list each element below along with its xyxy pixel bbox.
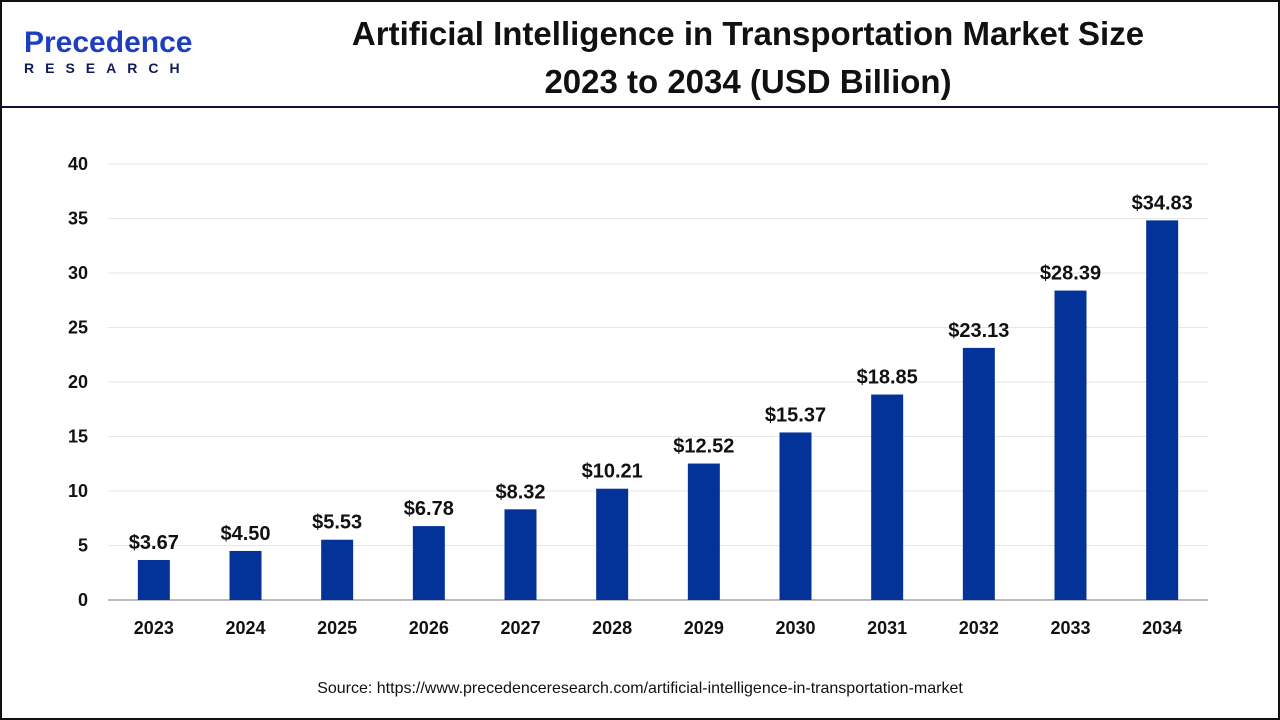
x-tick-label: 2030 — [775, 618, 815, 638]
y-tick-label: 35 — [68, 209, 88, 229]
data-label: $3.67 — [129, 532, 179, 554]
y-tick-label: 20 — [68, 372, 88, 392]
bar — [504, 509, 537, 600]
x-tick-label: 2034 — [1142, 618, 1182, 638]
y-tick-label: 0 — [78, 590, 88, 610]
logo: Precedence RESEARCH — [24, 26, 193, 77]
data-label: $18.85 — [857, 367, 918, 389]
data-label: $4.50 — [220, 523, 270, 545]
bar — [137, 559, 170, 600]
bar — [596, 488, 629, 600]
y-tick-label: 10 — [68, 481, 88, 501]
bar — [321, 539, 354, 600]
data-label: $15.37 — [765, 404, 826, 426]
bar — [687, 463, 720, 600]
title-line-2: 2023 to 2034 (USD Billion) — [544, 63, 952, 100]
data-label: $10.21 — [582, 461, 643, 483]
data-label: $6.78 — [404, 498, 454, 520]
y-tick-label: 5 — [78, 536, 88, 556]
bar — [871, 394, 904, 600]
bar — [779, 432, 812, 600]
x-tick-label: 2027 — [500, 618, 540, 638]
data-label: $23.13 — [948, 320, 1009, 342]
title-line-1: Artificial Intelligence in Transportatio… — [351, 15, 1145, 52]
x-tick-label: 2023 — [134, 618, 174, 638]
bar — [1146, 220, 1179, 600]
y-tick-label: 30 — [68, 263, 88, 283]
x-tick-label: 2029 — [684, 618, 724, 638]
x-tick-label: 2032 — [959, 618, 999, 638]
x-tick-label: 2024 — [225, 618, 265, 638]
logo-text: Precedence — [24, 26, 193, 59]
x-tick-label: 2033 — [1050, 618, 1090, 638]
bar — [412, 526, 445, 600]
bar — [229, 550, 262, 600]
header-divider — [0, 106, 1280, 108]
logo-subtext: RESEARCH — [24, 60, 191, 76]
source-text: Source: https://www.precedenceresearch.c… — [317, 680, 963, 697]
data-label: $28.39 — [1040, 263, 1101, 285]
x-tick-label: 2026 — [409, 618, 449, 638]
y-tick-label: 15 — [68, 427, 88, 447]
data-label: $34.83 — [1132, 192, 1193, 214]
bar — [1054, 290, 1087, 600]
y-tick-label: 25 — [68, 318, 88, 338]
x-tick-label: 2031 — [867, 618, 907, 638]
data-label: $8.32 — [495, 481, 545, 503]
data-label: $5.53 — [312, 512, 362, 534]
data-label: $12.52 — [673, 436, 734, 458]
chart-title: Artificial Intelligence in Transportatio… — [300, 10, 1196, 106]
x-tick-label: 2025 — [317, 618, 357, 638]
bar — [962, 347, 995, 600]
y-tick-label: 40 — [68, 154, 88, 174]
x-tick-label: 2028 — [592, 618, 632, 638]
